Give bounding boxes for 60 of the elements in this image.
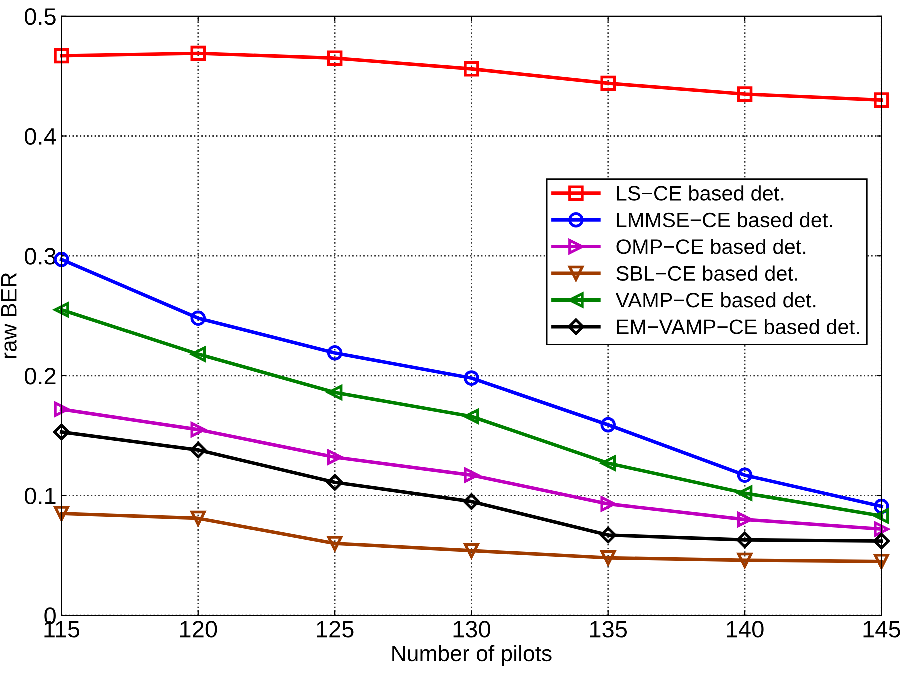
point xyxy=(600,527,617,544)
point xyxy=(327,450,343,466)
point xyxy=(874,508,890,524)
legend-label: LMMSE−CE based det. xyxy=(617,212,832,228)
legend-label: VAMP−CE based det. xyxy=(616,292,816,308)
point xyxy=(464,370,480,386)
point xyxy=(874,554,890,570)
point xyxy=(190,46,206,62)
point xyxy=(600,76,616,92)
point xyxy=(54,302,70,318)
point xyxy=(737,86,753,102)
point xyxy=(600,550,616,566)
point xyxy=(190,310,206,326)
point xyxy=(464,62,480,77)
point xyxy=(327,50,343,66)
point xyxy=(737,512,753,528)
point xyxy=(463,493,480,510)
point xyxy=(190,442,207,458)
point xyxy=(737,486,753,502)
point xyxy=(737,552,753,568)
y-tick-label: 0.4 xyxy=(24,128,56,146)
x-axis-title: Number of pilots xyxy=(392,645,552,666)
point xyxy=(190,510,206,526)
y-tick-label: 0.5 xyxy=(24,8,56,26)
point xyxy=(54,48,70,64)
x-tick-label: 120 xyxy=(180,621,218,638)
legend-label: OMP−CE based det. xyxy=(616,239,806,254)
point xyxy=(600,496,616,512)
point xyxy=(464,543,480,559)
x-tick-label: 135 xyxy=(590,621,628,638)
point xyxy=(600,417,616,433)
point xyxy=(327,385,343,400)
x-tick-label: 125 xyxy=(317,621,354,638)
x-tick-label: 145 xyxy=(864,621,900,638)
point xyxy=(326,474,344,491)
legend-label: EM−VAMP−CE based det. xyxy=(617,319,860,334)
point xyxy=(873,533,890,550)
point xyxy=(54,252,70,268)
point xyxy=(54,506,70,522)
point xyxy=(736,532,754,548)
point xyxy=(190,422,206,438)
y-tick-label: 0.3 xyxy=(24,248,56,265)
point xyxy=(874,92,890,108)
point xyxy=(54,402,70,418)
point xyxy=(600,456,616,472)
x-tick-label: 130 xyxy=(454,621,490,638)
point xyxy=(464,409,480,424)
legend-label: LS−CE based det. xyxy=(617,186,784,201)
point xyxy=(190,346,206,362)
x-tick-label: 140 xyxy=(727,621,764,638)
y-tick-label: 0.2 xyxy=(24,368,56,385)
point xyxy=(53,424,70,441)
legend-label: SBL−CE based det. xyxy=(616,266,798,282)
y-tick-label: 0.1 xyxy=(24,488,56,505)
point xyxy=(737,468,753,484)
point xyxy=(874,522,890,537)
y-axis-title: raw BER xyxy=(1,273,17,358)
point xyxy=(327,536,343,552)
point xyxy=(464,468,480,484)
point xyxy=(327,346,343,361)
